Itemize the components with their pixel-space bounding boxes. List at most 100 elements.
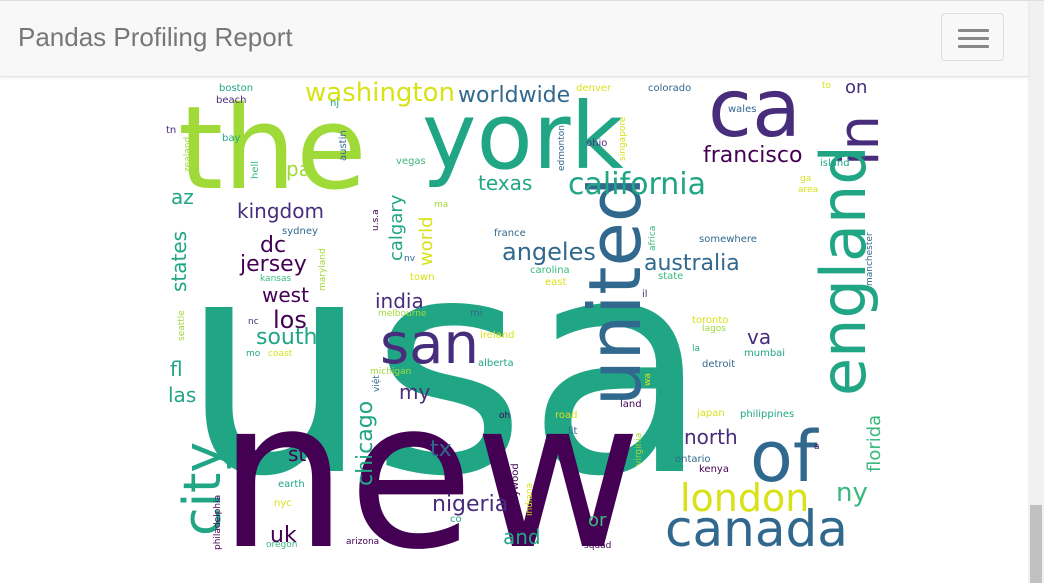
word-cloud-word: ontario (675, 454, 711, 465)
word-cloud-word: wales (728, 104, 756, 115)
word-cloud-word: co (450, 514, 462, 525)
word-cloud-word: england (807, 145, 880, 396)
word-cloud-word: philippines (740, 409, 794, 420)
word-cloud-word: arizona (346, 537, 379, 547)
word-cloud-word: a (814, 442, 820, 452)
word-cloud-word: york (422, 83, 625, 190)
word-cloud-word: my (399, 380, 430, 404)
word-cloud-word: california (568, 167, 706, 202)
word-cloud-word: calgary (386, 194, 407, 261)
word-cloud-word: city (173, 442, 233, 536)
word-cloud-word: michigan (370, 367, 411, 377)
word-cloud-word: area (798, 185, 818, 195)
word-cloud-word: chicago (353, 401, 378, 486)
word-cloud-word: sydney (282, 226, 318, 237)
word-cloud-word: florida (864, 415, 885, 472)
word-cloud-word: fl (170, 357, 183, 381)
word-cloud-word: wa (643, 373, 653, 386)
word-cloud-word: ny (836, 478, 868, 508)
navbar-toggle-button[interactable] (941, 13, 1004, 61)
word-cloud-word: australia (644, 251, 740, 276)
word-cloud-word: toronto (692, 315, 728, 326)
word-cloud-word: st (288, 442, 306, 466)
word-cloud-image: usa new the york ca united san in england city can… (160, 76, 888, 554)
word-cloud-word: kingdom (237, 199, 324, 223)
word-cloud-word: mi (470, 308, 483, 319)
word-cloud-word: san (380, 312, 479, 377)
word-cloud-word: bay (222, 133, 240, 144)
word-cloud-word: on (845, 77, 867, 98)
word-cloud-word: nv (404, 254, 416, 264)
word-cloud-word: west (262, 283, 309, 307)
word-cloud-word: the (178, 82, 367, 216)
word-cloud-word: kansas (260, 274, 291, 284)
word-cloud-word: va (747, 325, 771, 349)
word-cloud-word: worldwide (458, 83, 570, 108)
word-cloud-word: states (167, 231, 191, 292)
word-cloud-word: somewhere (699, 234, 757, 245)
word-cloud-word: mo (246, 349, 261, 359)
hamburger-icon (958, 29, 989, 32)
word-cloud-word: and (503, 525, 541, 549)
word-cloud-word: nigeria (432, 492, 508, 517)
word-cloud-word: dc (260, 233, 286, 258)
word-cloud-word: usa (180, 193, 710, 542)
word-cloud-word: japan (696, 408, 725, 419)
word-cloud-word: town (410, 272, 435, 283)
word-cloud-word: lit (568, 426, 578, 437)
word-cloud-word: las (168, 383, 196, 407)
word-cloud-word: france (494, 228, 526, 239)
word-cloud-word: vegas (396, 156, 426, 167)
word-cloud-word: to (822, 81, 832, 91)
word-cloud-word: ca (708, 76, 801, 155)
word-cloud-word: or (588, 510, 607, 531)
word-cloud-word: hell (250, 161, 261, 179)
word-cloud-word: road (555, 410, 578, 421)
word-cloud-word: your (262, 461, 285, 472)
word-cloud-word: united (573, 177, 657, 407)
word-cloud-word: nyc (274, 498, 292, 509)
word-cloud-word: lagos (702, 324, 726, 334)
word-cloud-word: india (375, 289, 424, 313)
word-cloud-word: oh (499, 411, 510, 421)
word-cloud-word: angeles (502, 238, 596, 266)
word-cloud-word: canada (665, 500, 848, 554)
word-cloud-word: washington (305, 78, 455, 108)
scrollbar-thumb[interactable] (1030, 505, 1042, 583)
word-cloud-word: maryland (318, 248, 328, 291)
word-cloud-word: la (692, 344, 700, 354)
word-cloud-word: state (658, 271, 683, 282)
word-cloud-word: indiana (525, 483, 535, 516)
word-cloud-word: jersey (239, 252, 307, 277)
word-cloud-word: africa (648, 226, 658, 251)
word-cloud-word: nc (248, 317, 259, 327)
word-cloud-word: alberta (478, 358, 514, 369)
scrollbar-track[interactable] (1028, 0, 1044, 583)
word-cloud-word: kenya (699, 464, 729, 475)
word-cloud-word: tn (166, 125, 176, 136)
word-cloud-word: melbourne (378, 309, 427, 319)
word-cloud-word: virginia (634, 433, 644, 466)
word-cloud-word: nj (330, 98, 339, 109)
word-cloud-word: az (171, 185, 194, 209)
word-cloud-word: oregon (266, 540, 297, 550)
word-cloud-word: in (827, 115, 888, 166)
word-cloud-word: world (416, 216, 437, 266)
word-cloud-word: south (256, 325, 317, 350)
navbar: Pandas Profiling Report (0, 0, 1028, 77)
word-cloud-word: of (750, 416, 819, 498)
word-cloud-word: coast (268, 349, 293, 359)
word-cloud-word: carolina (530, 265, 570, 276)
word-cloud-word: boston (219, 83, 253, 94)
word-cloud-word: earth (278, 479, 305, 490)
word-cloud-word: philadelphia (213, 495, 223, 550)
word-cloud-word: detroit (702, 359, 735, 370)
word-cloud-word: manchester (865, 232, 875, 286)
word-cloud-word: ireland (480, 330, 514, 341)
word-cloud-word: denver (576, 83, 612, 94)
word-cloud-word: land (620, 399, 642, 410)
navbar-brand[interactable]: Pandas Profiling Report (18, 22, 293, 52)
word-cloud-word: u.s.a (371, 209, 381, 231)
word-cloud-word: uk (270, 523, 297, 548)
